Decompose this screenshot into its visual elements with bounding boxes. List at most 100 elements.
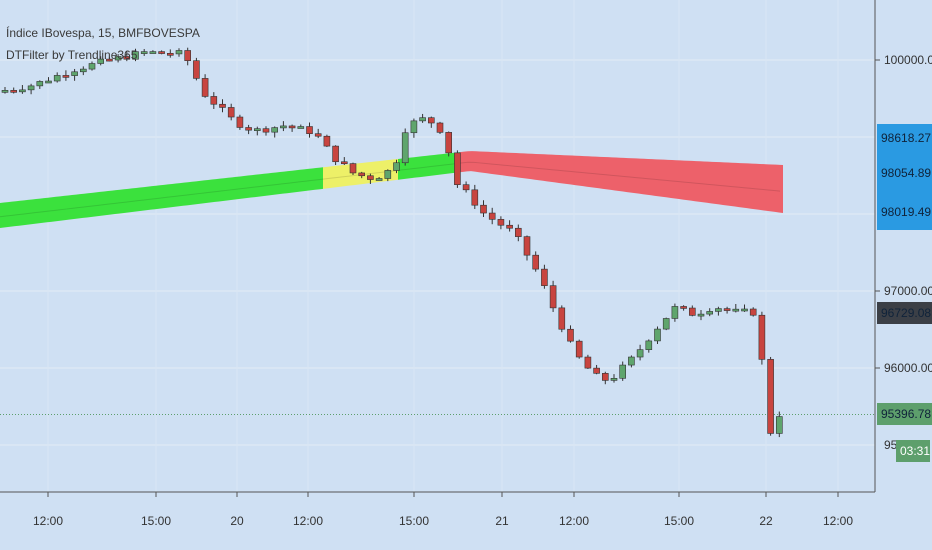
candle-down — [514, 227, 522, 237]
candle-down — [593, 367, 600, 374]
candle-down — [471, 189, 479, 206]
candle-up — [401, 132, 409, 164]
price-tag-label: 98618.27 — [881, 131, 931, 145]
candle-down — [462, 184, 470, 191]
candle-up — [610, 378, 618, 381]
candle-up — [775, 416, 783, 434]
candle-up — [132, 51, 139, 60]
candle-down — [567, 328, 574, 342]
candle-down — [106, 58, 113, 62]
candle-up — [706, 311, 714, 315]
candle-down — [367, 175, 374, 180]
candle-down — [454, 152, 461, 185]
candle-up — [27, 85, 35, 91]
candle-up — [271, 127, 279, 133]
candle-up — [175, 50, 183, 55]
y-tick-label-partial: 95 — [884, 438, 898, 452]
price-tag-bg — [877, 162, 932, 184]
grid — [0, 59, 875, 446]
x-tick-label: 15:00 — [141, 514, 171, 528]
axes: 100000.00 97000.00 96000.00 95 12:00 15:00 20 1… — [0, 0, 932, 528]
candle-down — [123, 56, 131, 60]
candle-up — [97, 58, 104, 64]
candle-down — [758, 314, 766, 360]
candle-down — [306, 126, 313, 134]
price-tag-bg — [877, 403, 932, 425]
candle-up — [53, 75, 61, 82]
candle-down — [201, 78, 209, 97]
candle-up — [671, 306, 679, 319]
candle-down — [323, 135, 331, 147]
price-tag-bg — [877, 127, 932, 149]
y-tick-label: 97000.00 — [884, 284, 932, 298]
candle-down — [767, 359, 774, 434]
price-tag-label: 95396.78 — [881, 407, 931, 421]
candle-down — [358, 172, 366, 177]
candle-up — [410, 120, 418, 134]
y-tick-label: 96000.00 — [884, 361, 932, 375]
candle-down — [749, 308, 757, 316]
candle-down — [480, 204, 487, 214]
candle-down — [549, 285, 557, 309]
candle-down — [262, 128, 270, 133]
candle-down — [723, 308, 731, 311]
candle-up — [36, 81, 44, 87]
candle-down — [436, 122, 444, 133]
candle-up — [645, 340, 653, 350]
indicator-legend[interactable]: DTFilter by Trendline365 — [6, 48, 138, 62]
candle-up — [384, 170, 392, 179]
candle-up — [732, 308, 740, 312]
symbol-legend[interactable]: Índice IBovespa, 15, BMFBOVESPA — [6, 26, 200, 40]
price-tag-bg — [877, 302, 932, 324]
candle-up — [697, 313, 705, 317]
candle-up — [45, 80, 52, 84]
candle-down — [314, 133, 322, 137]
candle-down — [167, 53, 174, 56]
candle-down — [523, 236, 531, 256]
y-tick-label: 100000.00 — [884, 53, 932, 67]
candle-up — [19, 89, 26, 93]
price-tag-bg — [877, 201, 932, 223]
x-tick-label: 12:00 — [559, 514, 589, 528]
candle-down — [575, 340, 583, 358]
x-tick-label: 22 — [759, 514, 773, 528]
candle-down — [584, 356, 592, 369]
price-tag-label: 96729.08 — [881, 306, 931, 320]
candle-down — [532, 254, 540, 270]
candle-down — [219, 103, 226, 108]
candle-down — [184, 50, 191, 61]
candle-down — [445, 132, 453, 154]
candles — [1, 47, 783, 438]
candle-up — [662, 318, 670, 330]
candle-down — [236, 116, 244, 128]
candle-down — [558, 307, 566, 330]
candle-up — [280, 125, 287, 129]
candle-down — [62, 75, 70, 78]
candle-up — [149, 51, 157, 54]
candle-down — [688, 307, 696, 316]
candle-up — [741, 308, 748, 312]
x-tick-label: 12:00 — [293, 514, 323, 528]
x-tick-label: 20 — [230, 514, 244, 528]
candle-up — [419, 117, 426, 122]
candle-up — [715, 308, 722, 312]
candle-up — [619, 364, 627, 379]
x-tick-label: 15:00 — [664, 514, 694, 528]
candle-up — [654, 328, 661, 342]
x-tick-label: 12:00 — [823, 514, 853, 528]
candle-down — [332, 145, 339, 163]
candle-down — [349, 163, 357, 174]
candle-up — [636, 349, 644, 358]
band-segment-green — [0, 167, 323, 228]
price-tags: 98618.27 98054.89 98019.49 96729.08 95396.78… — [877, 124, 932, 462]
candle-up — [88, 63, 96, 70]
x-tick-label: 21 — [495, 514, 509, 528]
band-segment-red — [460, 151, 783, 213]
price-tag-label: 98054.89 — [881, 166, 931, 180]
candle-up — [254, 128, 261, 131]
candle-up — [297, 126, 305, 129]
candle-down — [10, 90, 17, 93]
